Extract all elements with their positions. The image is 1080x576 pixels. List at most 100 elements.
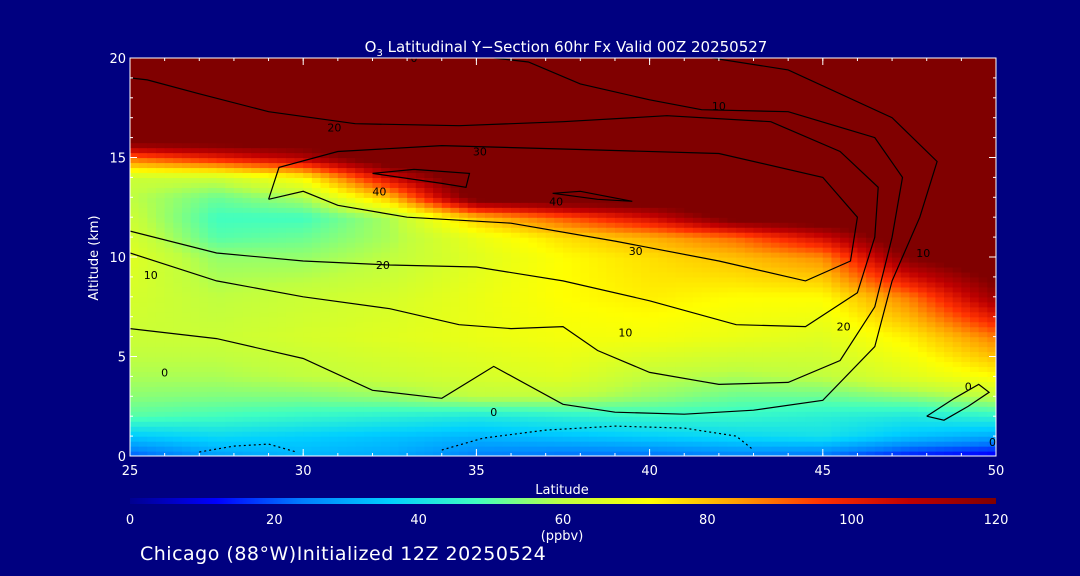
heatmap-cell [710, 331, 720, 338]
heatmap-cell [433, 286, 443, 293]
heatmap-cell [554, 247, 564, 253]
heatmap-cell [597, 421, 607, 427]
heatmap-cell [433, 247, 443, 253]
heatmap-cell [424, 301, 434, 308]
heatmap-cell [502, 431, 512, 437]
heatmap-cell [493, 271, 503, 278]
heatmap-cell [753, 291, 763, 298]
heatmap-cell [900, 426, 910, 432]
heatmap-cell [467, 406, 477, 412]
heatmap-cell [926, 376, 936, 382]
heatmap-cell [588, 247, 599, 253]
heatmap-cell [233, 371, 244, 377]
heatmap-cell [415, 406, 426, 412]
heatmap-cell [398, 386, 408, 392]
heatmap-cell [684, 291, 694, 298]
heatmap-cell [476, 381, 486, 387]
heatmap-cell [303, 257, 313, 263]
heatmap-cell [658, 406, 668, 412]
heatmap-cell [225, 331, 235, 338]
heatmap-cell [511, 321, 521, 328]
heatmap-cell [736, 446, 746, 452]
heatmap-cell [303, 227, 313, 233]
heatmap-cell [614, 271, 625, 278]
heatmap-cell [199, 361, 209, 368]
heatmap-cell [762, 366, 772, 373]
heatmap-cell [207, 207, 218, 213]
heatmap-cell [537, 406, 547, 412]
heatmap-cell [181, 406, 192, 412]
heatmap-cell [831, 346, 841, 353]
heatmap-cell [259, 321, 270, 328]
heatmap-cell [753, 411, 763, 417]
heatmap-cell [329, 416, 339, 422]
heatmap-cell [614, 331, 625, 338]
heatmap-cell [493, 306, 503, 313]
heatmap-cell [467, 421, 477, 427]
heatmap-cell [537, 366, 547, 373]
heatmap-cell [329, 227, 339, 233]
heatmap-cell [918, 346, 928, 353]
heatmap-cell [251, 346, 261, 353]
heatmap-cell [952, 391, 962, 397]
heatmap-cell [285, 381, 296, 387]
heatmap-cell [684, 242, 694, 248]
heatmap-cell [649, 311, 659, 318]
heatmap-cell [563, 252, 573, 258]
heatmap-cell [970, 237, 980, 243]
heatmap-cell [502, 316, 512, 323]
heatmap-cell [684, 281, 694, 288]
heatmap-cell [935, 366, 945, 373]
heatmap-cell [848, 301, 859, 308]
heatmap-cell [251, 411, 261, 417]
heatmap-cell [666, 346, 677, 353]
heatmap-cell [259, 446, 270, 452]
heatmap-cell [363, 301, 374, 308]
heatmap-cell [554, 286, 564, 293]
heatmap-cell [840, 286, 850, 293]
heatmap-cell [900, 271, 910, 278]
heatmap-cell [459, 301, 469, 308]
heatmap-cell [225, 286, 235, 293]
heatmap-cell [467, 281, 477, 288]
heatmap-cell [268, 411, 278, 417]
heatmap-cell [805, 356, 815, 363]
heatmap-cell [467, 371, 477, 377]
heatmap-cell [346, 326, 356, 333]
heatmap-cell [459, 237, 469, 243]
heatmap-cell [216, 247, 226, 253]
heatmap-cell [961, 436, 971, 442]
heatmap-cell [684, 296, 694, 303]
heatmap-cell [303, 356, 313, 363]
heatmap-cell [970, 356, 980, 363]
heatmap-cell [433, 232, 443, 238]
heatmap-cell [779, 291, 789, 298]
heatmap-cell [779, 217, 789, 223]
heatmap-cell [658, 222, 668, 228]
heatmap-cell [389, 346, 400, 353]
heatmap-cell [303, 391, 313, 397]
heatmap-cell [233, 266, 244, 273]
heatmap-cell [710, 431, 720, 437]
heatmap-cell [649, 396, 659, 402]
heatmap-cell [736, 341, 746, 348]
heatmap-cell [944, 366, 954, 373]
heatmap-cell [216, 436, 226, 442]
heatmap-cell [918, 451, 928, 456]
heatmap-cell [294, 217, 304, 223]
heatmap-cell [632, 421, 642, 427]
heatmap-cell [961, 426, 971, 432]
heatmap-cell [433, 351, 443, 358]
heatmap-cell [866, 336, 876, 343]
heatmap-cell [277, 336, 287, 343]
heatmap-cell [190, 207, 200, 213]
heatmap-cell [770, 396, 781, 402]
heatmap-cell [640, 232, 651, 238]
heatmap-cell [563, 381, 573, 387]
heatmap-cell [363, 291, 374, 298]
heatmap-cell [866, 222, 876, 228]
heatmap-cell [225, 361, 235, 368]
heatmap-cell [441, 356, 452, 363]
heatmap-cell [840, 341, 850, 348]
heatmap-cell [372, 371, 382, 377]
